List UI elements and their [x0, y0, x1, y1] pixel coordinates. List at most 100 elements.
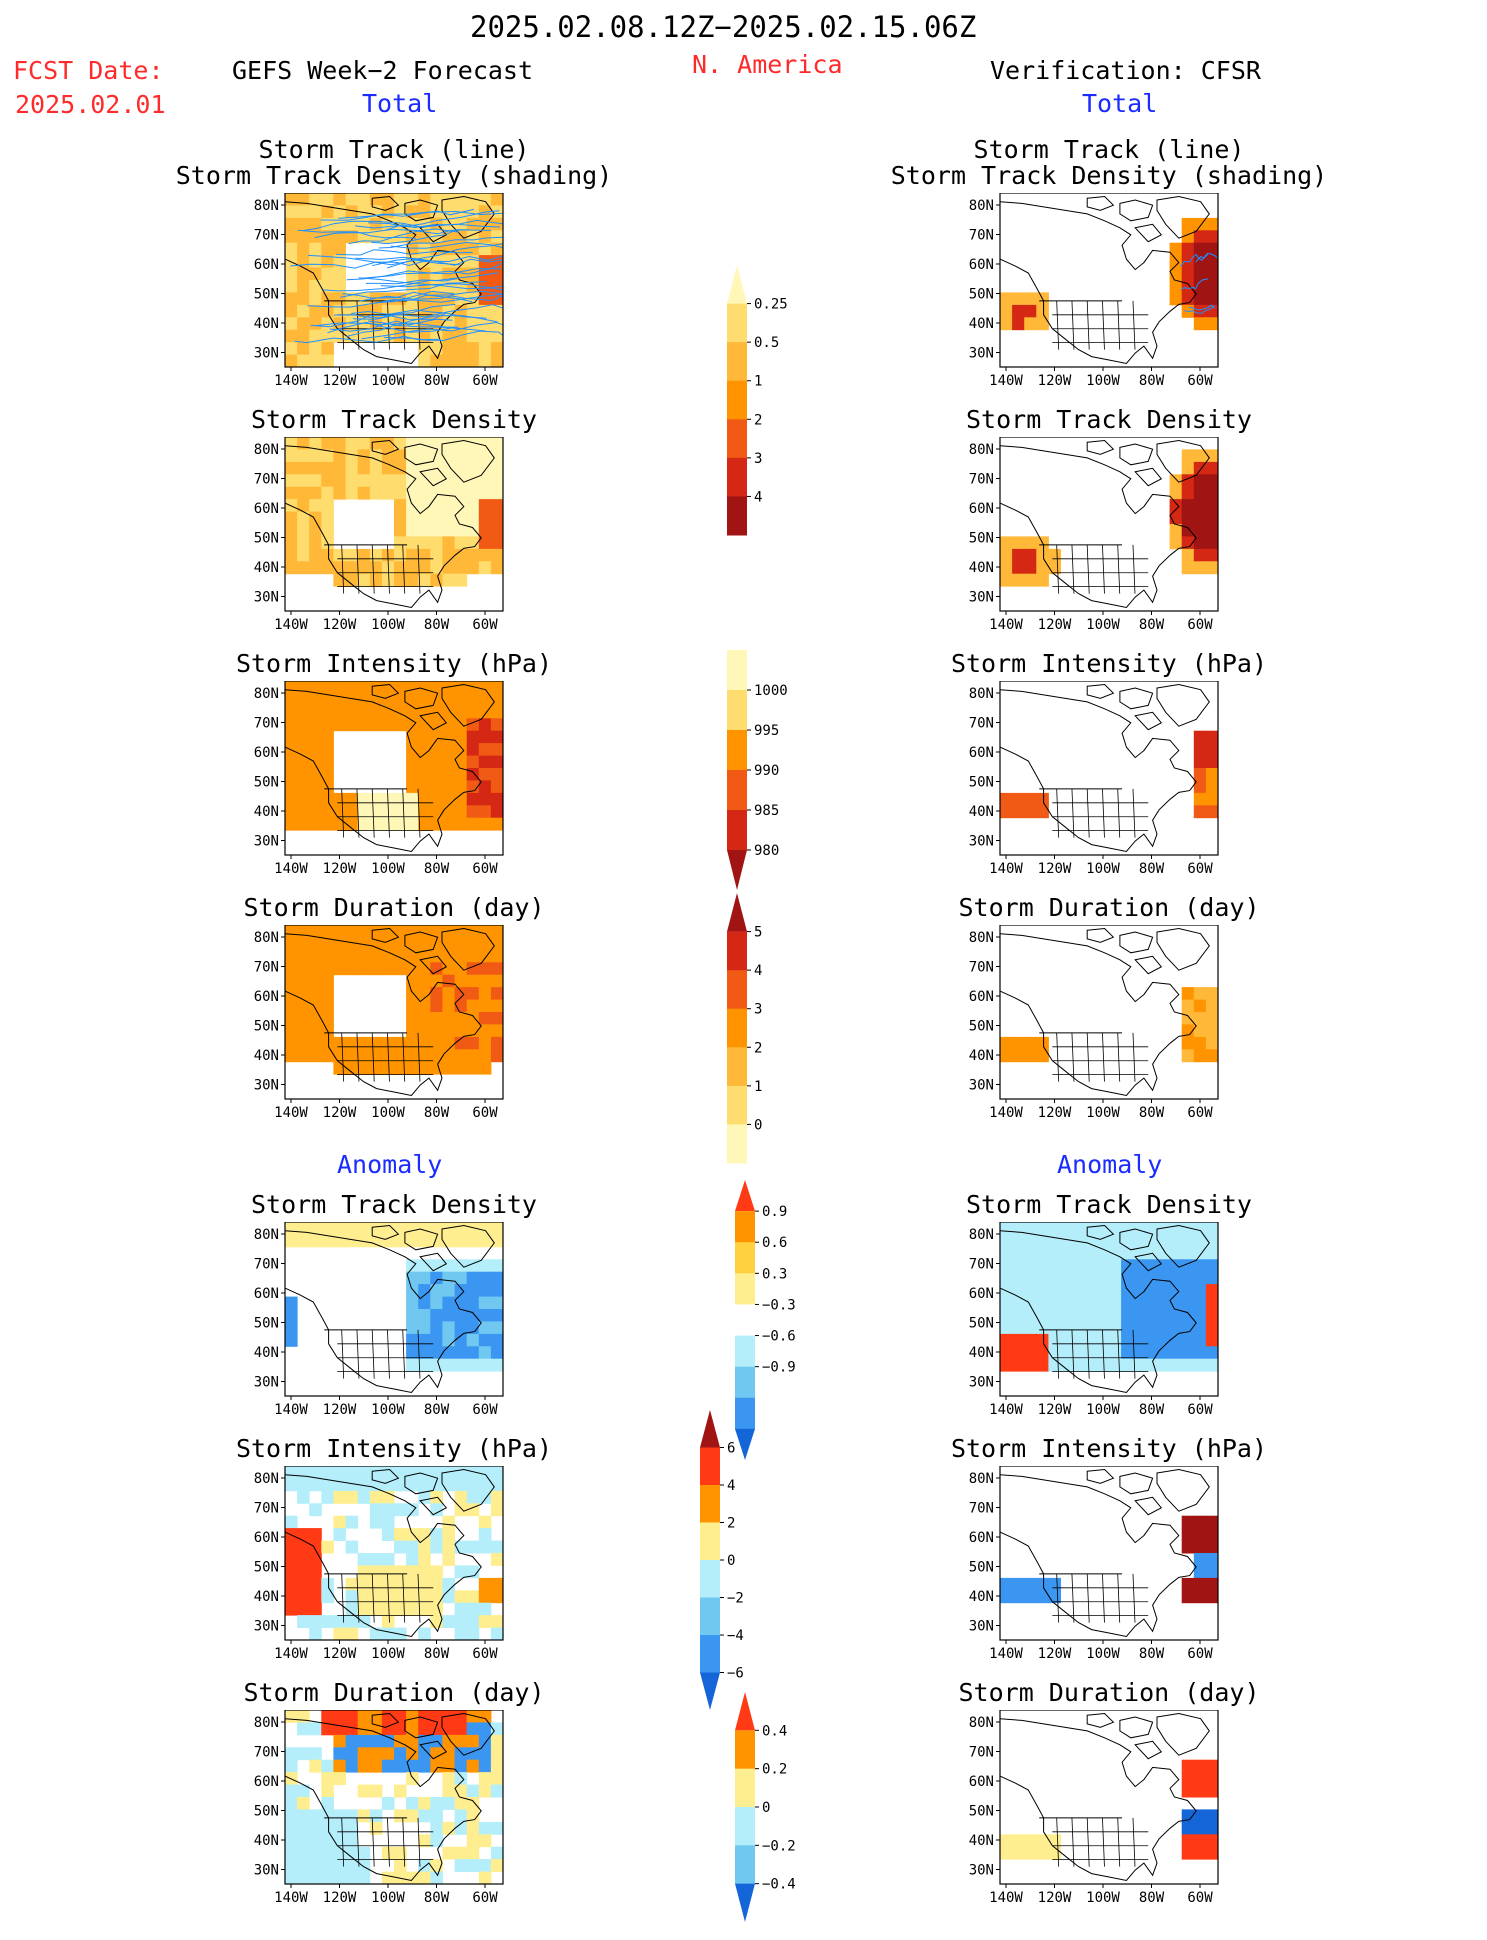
colorbar-segment: [727, 893, 747, 932]
lon-tick-label: 80W: [424, 1105, 450, 1121]
colorbar-tick-label: 4: [727, 1478, 735, 1494]
lon-tick-label: 60W: [472, 861, 498, 877]
lon-tick-label: 60W: [1187, 1105, 1213, 1121]
lon-tick-label: 120W: [323, 1646, 357, 1662]
lat-tick-label: 40N: [969, 560, 994, 576]
lon-tick-label: 80W: [1139, 1890, 1165, 1906]
colorbar-tick-label: −6: [727, 1666, 744, 1682]
colorbar-segment: [727, 303, 747, 343]
lat-tick-label: 50N: [969, 1316, 994, 1332]
lat-tick-label: 30N: [254, 1619, 279, 1635]
lat-tick-label: 50N: [254, 775, 279, 791]
lat-tick-label: 60N: [254, 745, 279, 761]
colorbar-tick-label: 4: [754, 963, 762, 979]
lat-tick-label: 70N: [254, 960, 279, 976]
lon-tick-label: 60W: [472, 373, 498, 389]
colorbar-segment: [727, 770, 747, 811]
lon-tick-label: 80W: [1139, 861, 1165, 877]
lat-tick-label: 70N: [969, 1501, 994, 1517]
lon-tick-label: 60W: [1187, 373, 1213, 389]
lon-tick-label: 140W: [274, 617, 308, 633]
lat-tick-label: 30N: [969, 834, 994, 850]
colorbar-tick-label: 1: [754, 374, 762, 390]
lon-tick-label: 100W: [371, 1890, 405, 1906]
lat-tick-label: 70N: [254, 1257, 279, 1273]
lon-tick-label: 140W: [274, 1105, 308, 1121]
colorbar-segment: [735, 1366, 755, 1399]
lat-tick-label: 60N: [254, 257, 279, 273]
lon-tick-label: 140W: [274, 1646, 308, 1662]
colorbar-tick-label: 0: [754, 1117, 762, 1133]
lat-tick-label: 40N: [969, 1048, 994, 1064]
lat-tick-label: 60N: [969, 1774, 994, 1790]
lon-tick-label: 120W: [1038, 373, 1072, 389]
colorbar-tick-label: −0.9: [762, 1360, 796, 1376]
gefs-duration-anomaly-title: Storm Duration (day): [243, 1678, 545, 1707]
gefs-duration-map: 80N 70N 60N 50N 40N 30N 140W 120W 100W 80W 60W: [254, 925, 504, 1121]
lon-tick-label: 60W: [472, 1890, 498, 1906]
lon-tick-label: 60W: [1187, 1646, 1213, 1662]
lon-tick-label: 140W: [274, 861, 308, 877]
colorbar-segment: [735, 1273, 755, 1305]
lat-tick-label: 60N: [254, 501, 279, 517]
colorbar-segment: [727, 342, 747, 382]
gefs-intensity-title: Storm Intensity (hPa): [235, 649, 553, 678]
lat-tick-label: 50N: [254, 531, 279, 547]
lat-tick-label: 80N: [969, 930, 994, 946]
lat-tick-label: 40N: [969, 1589, 994, 1605]
colorbar-segment: [727, 1085, 747, 1125]
lon-tick-label: 80W: [424, 617, 450, 633]
colorbar-segment: [735, 1807, 755, 1846]
gefs-intensity-map: 80N 70N 60N 50N 40N 30N 140W 120W 100W 80W 60W: [254, 681, 504, 877]
colorbar-tick-label: −4: [727, 1628, 744, 1644]
lat-tick-label: 80N: [254, 198, 279, 214]
total-label-left: Total: [362, 89, 438, 118]
colorbar-tick-label: 0.9: [762, 1204, 787, 1220]
lon-tick-label: 100W: [1086, 617, 1120, 633]
colorbar-segment: [727, 1124, 747, 1164]
colorbar-tick-label: 0: [762, 1800, 770, 1816]
lat-tick-label: 80N: [254, 1471, 279, 1487]
fcst-date: 2025.02.01: [15, 90, 166, 119]
gefs-duration-anomaly-map: 80N 70N 60N 50N 40N 30N 140W 120W 100W 80W 60W: [254, 1710, 504, 1906]
lat-tick-label: 50N: [969, 1560, 994, 1576]
lon-tick-label: 80W: [424, 861, 450, 877]
cfsr-storm-track-title-2: Storm Track Density (shading): [890, 161, 1328, 190]
colorbar-segment: [727, 496, 747, 536]
lat-tick-label: 50N: [254, 1804, 279, 1820]
colorbar-segment: [735, 1211, 755, 1243]
colorbar-1: 1000 995 990 985 980: [727, 650, 788, 890]
lat-tick-label: 30N: [969, 1375, 994, 1391]
lat-tick-label: 50N: [969, 287, 994, 303]
lat-tick-label: 80N: [254, 930, 279, 946]
colorbar-segment: [727, 650, 747, 691]
lat-tick-label: 40N: [254, 316, 279, 332]
gefs-duration-title: Storm Duration (day): [243, 893, 545, 922]
lon-tick-label: 120W: [1038, 1402, 1072, 1418]
lat-tick-label: 30N: [254, 1863, 279, 1879]
lat-tick-label: 40N: [254, 1345, 279, 1361]
lat-tick-label: 80N: [969, 1715, 994, 1731]
lat-tick-label: 30N: [254, 1375, 279, 1391]
colorbar-segment: [700, 1485, 720, 1523]
lat-tick-label: 60N: [254, 1530, 279, 1546]
lat-tick-label: 70N: [254, 1745, 279, 1761]
lat-tick-label: 50N: [969, 1019, 994, 1035]
lat-tick-label: 70N: [969, 472, 994, 488]
colorbar-segment: [735, 1730, 755, 1770]
colorbar-segment: [727, 970, 747, 1010]
lon-tick-label: 60W: [472, 1402, 498, 1418]
lon-tick-label: 100W: [371, 617, 405, 633]
anomaly-label-left: Anomaly: [337, 1150, 443, 1179]
lon-tick-label: 140W: [989, 617, 1023, 633]
colorbar-tick-label: 2: [754, 1040, 762, 1056]
lat-tick-label: 60N: [969, 745, 994, 761]
colorbar-segment: [727, 690, 747, 731]
lat-tick-label: 40N: [254, 1833, 279, 1849]
lat-tick-label: 70N: [254, 716, 279, 732]
colorbar-tick-label: 4: [754, 489, 762, 505]
lat-tick-label: 80N: [254, 1227, 279, 1243]
colorbar-segment: [735, 1304, 755, 1337]
lon-tick-label: 140W: [274, 373, 308, 389]
gefs-storm-track-map: 80N 70N 60N 50N 40N 30N 140W 120W 100W 80W 60W: [254, 193, 504, 389]
